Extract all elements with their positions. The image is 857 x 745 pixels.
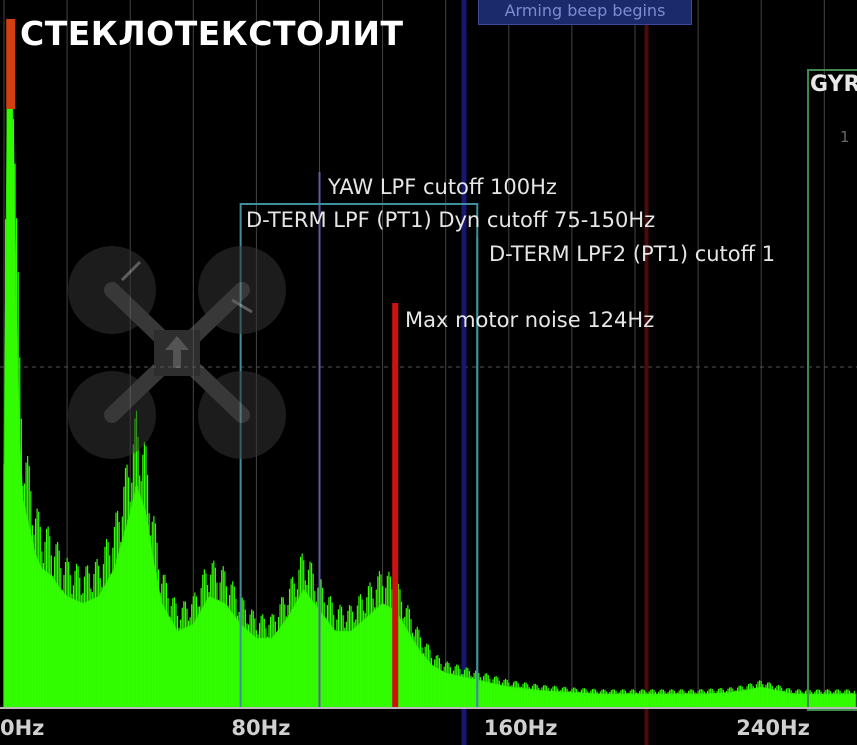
spectrum-peak-highlight (6, 18, 16, 109)
gyro-filter-sublabel: 1 (840, 128, 850, 146)
marker-line (392, 303, 399, 708)
marker-label: Max motor noise 124Hz (405, 308, 654, 332)
marker-line (476, 238, 479, 708)
arming-beep-event-label: Arming beep begins (478, 0, 692, 25)
event-marker-line (461, 0, 467, 745)
gyro-filter-label: GYR (810, 72, 857, 97)
marker-line (318, 172, 321, 708)
marker-label: YAW LPF cutoff 100Hz (327, 175, 557, 199)
gyro-filter-box (807, 69, 857, 711)
x-tick-label: 0Hz (0, 716, 44, 740)
overlay-title: СТЕКЛОТЕКСТОЛИТ (20, 14, 404, 53)
quadcopter-icon (62, 240, 292, 470)
x-tick-label: 80Hz (231, 716, 290, 740)
x-tick-label: 160Hz (484, 716, 558, 740)
marker-label: D-TERM LPF2 (PT1) cutoff 1 (489, 242, 775, 266)
event-marker-line (644, 0, 649, 745)
marker-label: D-TERM LPF (PT1) Dyn cutoff 75-150Hz (246, 208, 655, 232)
x-tick-label: 240Hz (736, 716, 810, 740)
